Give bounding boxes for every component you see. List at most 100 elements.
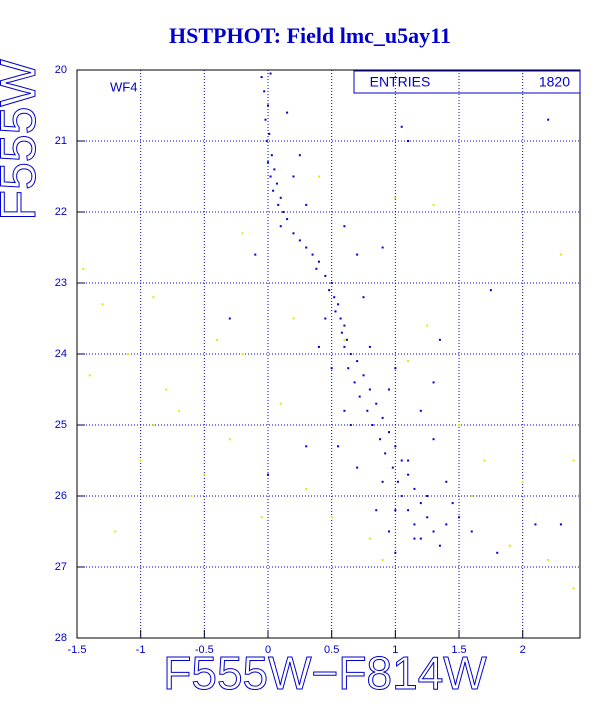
point: [371, 424, 374, 426]
point: [286, 218, 289, 221]
y-tick-label: 27: [55, 561, 67, 573]
point: [413, 523, 416, 526]
point: [458, 424, 461, 426]
point: [152, 424, 155, 426]
point: [413, 487, 416, 490]
point: [88, 374, 91, 377]
point: [381, 246, 384, 249]
point: [394, 367, 397, 370]
point: [101, 303, 104, 306]
point: [394, 196, 397, 199]
point: [330, 516, 333, 519]
point: [265, 140, 268, 142]
chart-title: HSTPHOT: Field lmc_u5ay11: [169, 23, 451, 48]
point: [241, 232, 244, 235]
point: [343, 345, 346, 348]
point: [470, 530, 473, 533]
point: [394, 445, 397, 448]
point: [396, 480, 399, 483]
point: [547, 558, 550, 561]
point: [400, 459, 403, 462]
point: [311, 253, 314, 256]
point: [279, 225, 282, 228]
point: [279, 402, 282, 405]
point: [432, 203, 435, 206]
point: [305, 487, 308, 490]
point: [165, 388, 168, 391]
point: [445, 523, 448, 526]
point: [343, 409, 346, 412]
point: [407, 473, 410, 476]
point: [458, 516, 461, 519]
annotation: WF4: [110, 79, 137, 94]
point: [432, 381, 435, 384]
point: [139, 459, 142, 462]
y-tick-label: 26: [55, 490, 67, 502]
x-tick-label: -1.5: [68, 644, 87, 656]
point: [394, 509, 397, 512]
y-axis-label: F555W: [0, 59, 46, 221]
point: [260, 516, 263, 519]
x-tick-label: 1: [392, 644, 398, 656]
point: [426, 495, 429, 497]
point: [432, 530, 435, 533]
point: [343, 225, 346, 228]
stats-value: 1820: [539, 74, 570, 90]
point: [282, 211, 285, 213]
point: [432, 438, 435, 441]
point: [190, 495, 193, 497]
y-tick-label: 22: [55, 206, 67, 218]
point: [126, 353, 129, 355]
point: [438, 338, 441, 341]
point: [391, 466, 394, 469]
point: [356, 253, 359, 256]
point: [381, 480, 384, 483]
point: [349, 424, 352, 426]
point: [330, 282, 333, 284]
point: [559, 253, 562, 256]
stats-box: [353, 70, 581, 94]
y-tick-label: 28: [55, 632, 67, 644]
y-tick-label: 21: [55, 135, 67, 147]
point: [394, 551, 397, 554]
point: [400, 125, 403, 128]
point: [470, 495, 473, 497]
point: [82, 267, 85, 270]
point: [317, 260, 320, 263]
point: [400, 495, 403, 497]
point: [286, 111, 289, 114]
point: [268, 132, 271, 135]
point: [438, 544, 441, 547]
point: [317, 345, 320, 348]
x-tick-label: -1: [136, 644, 146, 656]
point: [324, 274, 327, 277]
x-tick-label: 0.5: [324, 644, 339, 656]
point: [305, 445, 308, 448]
point: [572, 459, 575, 462]
point: [375, 402, 378, 405]
point: [216, 338, 219, 341]
point: [269, 175, 272, 178]
point: [407, 459, 410, 462]
point: [292, 317, 295, 320]
point: [347, 367, 350, 370]
point: [445, 480, 448, 483]
point: [269, 72, 272, 75]
point: [368, 537, 371, 540]
point: [419, 502, 422, 505]
point: [419, 409, 422, 412]
point: [228, 317, 231, 320]
point: [260, 76, 263, 79]
point: [267, 161, 270, 164]
point: [419, 537, 422, 540]
point: [356, 466, 359, 469]
point: [379, 438, 382, 441]
point: [496, 551, 499, 554]
point: [264, 118, 267, 121]
point: [349, 353, 352, 355]
point: [362, 296, 365, 299]
grid: [76, 69, 580, 639]
point: [315, 267, 318, 270]
point: [368, 388, 371, 391]
